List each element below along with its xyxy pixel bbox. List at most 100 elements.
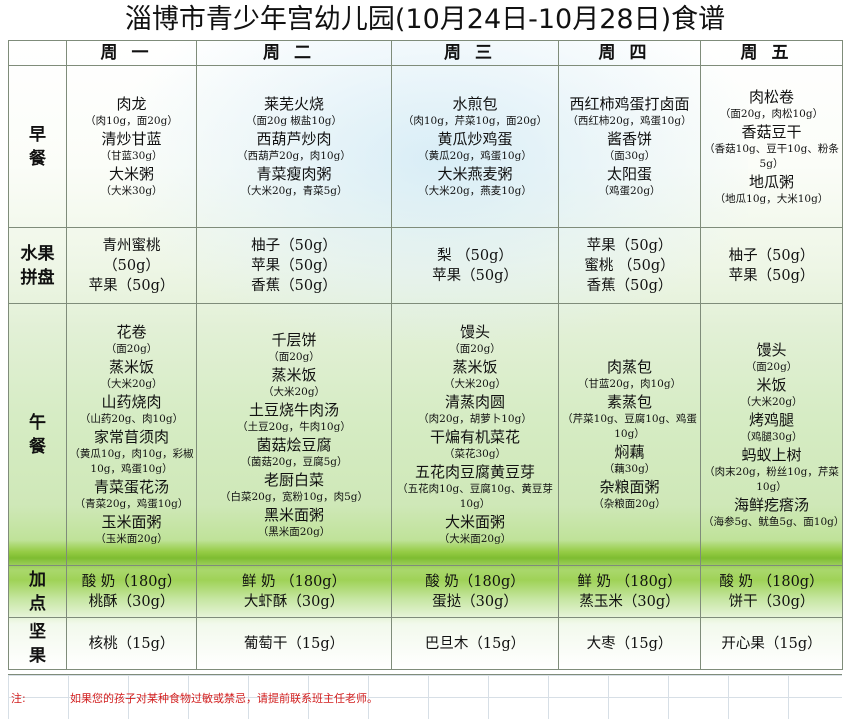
dish-name: 水煎包 [452,95,498,113]
ingredient-note: （肉20g，胡萝卜10g） [418,413,532,425]
ingredient-note: （面20g，肉松10g） [719,107,824,120]
dish-name: 米饭 [756,375,787,394]
snack-cell-thu: 鲜 奶 （180g） 蒸玉米（30g） [558,565,701,618]
dish-name: 西葫芦炒肉 [256,130,332,148]
breakfast-cell-wed: 水煎包 （肉10g，芹菜10g，面20g） 黄瓜炒鸡蛋 （黄瓜20g，鸡蛋10g） 大米… [391,65,559,228]
dish-name: 家常苜须肉 [93,428,169,446]
header-row: 周一 周二 周三 周四 周五 [8,40,843,66]
menu-item: 酸 奶（180g） [425,573,525,590]
dish-name: 馒头 [459,323,490,341]
menu-item: 饼干（30g） [728,593,815,610]
lunch-cell-tue: 千层饼 （面20g） 蒸米饭 （大米20g） 土豆烧牛肉汤 （土豆20g，牛肉10g） 菌菇… [196,303,392,566]
ingredient-note: （大米20g） [443,378,507,390]
ingredient-note: （海参5g、鱿鱼5g、面10g） [703,515,843,528]
lunch-cell-thu: 肉蒸包 （甘蓝20g，肉10g） 素蒸包 （芹菜10g、豆腐10g、鸡蛋10g） 焖藕 （… [558,303,701,566]
ingredient-note: （藕30g） [603,463,656,475]
breakfast-cell-thu: 西红柿鸡蛋打卤面 （西红柿20g，鸡蛋10g） 酱香饼 （面30g） 太阳蛋 （鸡蛋20g… [558,65,701,228]
allergy-notice: 如果您的孩子对某种食物过敏或禁忌，请提前联系班主任老师。 [70,692,378,705]
ingredient-note: （五花肉10g、豆腐10g、黄豆芽10g） [397,483,553,510]
dish-name: 青菜蛋花汤 [93,478,169,496]
dish-name: 千层饼 [271,330,317,349]
ingredient-note: （甘蓝30g） [100,150,163,162]
menu-item: 酸 奶（180g） [81,573,182,590]
ingredient-note: （大米20g） [262,385,326,398]
nuts-row: 坚果 核桃（15g） 葡萄干（15g） 巴旦木（15g） 大枣（15g） 开心果… [8,617,843,670]
dish-name: 大米燕麦粥 [437,165,513,183]
ingredient-note: （大米20g） [100,378,163,390]
nuts-cell-fri: 开心果（15g） [700,617,843,670]
ingredient-note: （芹菜10g、豆腐10g、鸡蛋10g） [562,413,697,440]
menu-title: 淄博市青少年宫幼儿园(10月24日-10月28日)食谱 [124,4,726,35]
dish-name: 蒸米饭 [108,358,154,376]
ingredient-note: （鸡蛋20g） [598,185,661,197]
ingredient-note: （黄瓜10g，肉10g，彩椒10g，鸡蛋10g） [69,448,194,475]
ingredient-note: （山药20g、肉10g） [79,413,184,425]
dish-name: 干煸有机菜花 [429,428,520,446]
ingredient-note: （面20g） [745,360,798,373]
ingredient-note: （菜花30g） [443,448,507,460]
ingredient-note: （大米30g） [100,185,163,197]
ingredient-note: （大米面20g） [438,533,512,545]
ingredient-note: （白菜20g，宽粉10g，肉5g） [219,490,369,503]
menu-item: 鲜 奶 （180g） [241,573,347,590]
dish-name: 杂粮面粥 [599,478,660,496]
fruit-row: 水果拼盘 青州蜜桃 （50g） 苹果（50g） 柚子（50g） 苹果（50g） 香蕉（5… [8,227,843,304]
menu-item: 苹果（50g） [432,267,518,284]
fruit-cell-fri: 柚子（50g） 苹果（50g） [700,227,843,304]
ingredient-note: （大米20g） [740,395,803,408]
nuts-label: 坚果 [8,617,67,670]
menu-item: 酸 奶 （180g） [719,573,824,590]
ingredient-note: （鸡腿30g） [740,430,803,443]
menu-item: （50g） [103,257,160,274]
menu-item: 青州蜜桃 [102,237,161,254]
breakfast-row: 早餐 肉龙 （肉10g，面20g） 清炒甘蓝 （甘蓝30g） 大米粥 （大米30g） 莱芜… [8,65,843,228]
lunch-cell-fri: 馒头 （面20g） 米饭 （大米20g） 烤鸡腿 （鸡腿30g） 蚂蚁上树 （肉末20g，粉丝… [700,303,843,566]
ingredient-note: （大米20g，燕麦10g） [418,185,532,197]
dish-name: 肉龙 [116,95,147,113]
ingredient-note: （黄瓜20g，鸡蛋10g） [418,150,532,162]
dish-name: 地瓜粥 [748,172,794,191]
ingredient-note: （西红柿20g，鸡蛋10g） [567,115,692,127]
snack-cell-wed: 酸 奶（180g） 蛋挞（30g） [391,565,559,618]
dish-name: 黑米面粥 [263,505,324,524]
menu-item: 桃酥（30g） [88,593,175,610]
dish-name: 蒸米饭 [271,365,317,384]
ingredient-note: （菌菇20g，豆腐5g） [240,455,348,468]
footer-label: 注: [11,692,26,705]
menu-item: 苹果（50g） [728,267,815,284]
ingredient-note: （面20g） [268,350,320,363]
dish-name: 清炒甘蓝 [101,130,162,148]
menu-item: 柚子（50g） [251,237,337,254]
ingredient-note: （面30g） [603,150,656,162]
breakfast-cell-mon: 肉龙 （肉10g，面20g） 清炒甘蓝 （甘蓝30g） 大米粥 （大米30g） [66,65,197,228]
dish-name: 老厨白菜 [263,470,324,489]
menu-item: 鲜 奶 （180g） [577,573,682,590]
ingredient-note: （肉末20g，粉丝10g，芹菜10g） [704,465,839,493]
snack-cell-mon: 酸 奶（180g） 桃酥（30g） [66,565,197,618]
menu-item: 苹果（50g） [251,257,337,274]
snack-row: 加点 酸 奶（180g） 桃酥（30g） 鲜 奶 （180g） 大虾酥（30g） 酸… [8,565,843,618]
fruit-cell-thu: 苹果（50g） 蜜桃 （50g） 香蕉（50g） [558,227,701,304]
day-header-thu: 周四 [558,40,701,66]
ingredient-note: （面20g） [105,343,158,355]
dish-name: 肉蒸包 [606,358,652,376]
ingredient-note: （地瓜10g，大米10g） [714,192,829,205]
ingredient-note: （土豆20g，牛肉10g） [237,420,351,433]
nuts-cell-thu: 大枣（15g） [558,617,701,670]
nuts-cell-wed: 巴旦木（15g） [391,617,559,670]
menu-item: 蜜桃 （50g） [584,257,675,274]
dish-name: 黄瓜炒鸡蛋 [437,130,513,148]
snack-cell-fri: 酸 奶 （180g） 饼干（30g） [700,565,843,618]
dish-name: 花卷 [116,323,147,341]
dish-name: 肉松卷 [748,87,794,106]
ingredient-note: （肉10g，面20g） [85,115,178,127]
ingredient-note: （甘蓝20g，肉10g） [577,378,682,390]
dish-name: 蒸米饭 [452,358,498,376]
dish-name: 焖藕 [614,443,645,461]
ingredient-note: （西葫芦20g，肉10g） [237,150,351,162]
dish-name: 香菇豆干 [741,122,802,141]
dish-name: 青菜瘦肉粥 [256,165,332,183]
ingredient-note: （香菇10g、豆干10g、粉条5g） [704,142,839,170]
menu-item: 苹果（50g） [586,237,673,254]
menu-table: 周一 周二 周三 周四 周五 早餐 肉龙 （肉10g，面20g） 清炒甘蓝 （甘蓝30… [8,40,843,670]
